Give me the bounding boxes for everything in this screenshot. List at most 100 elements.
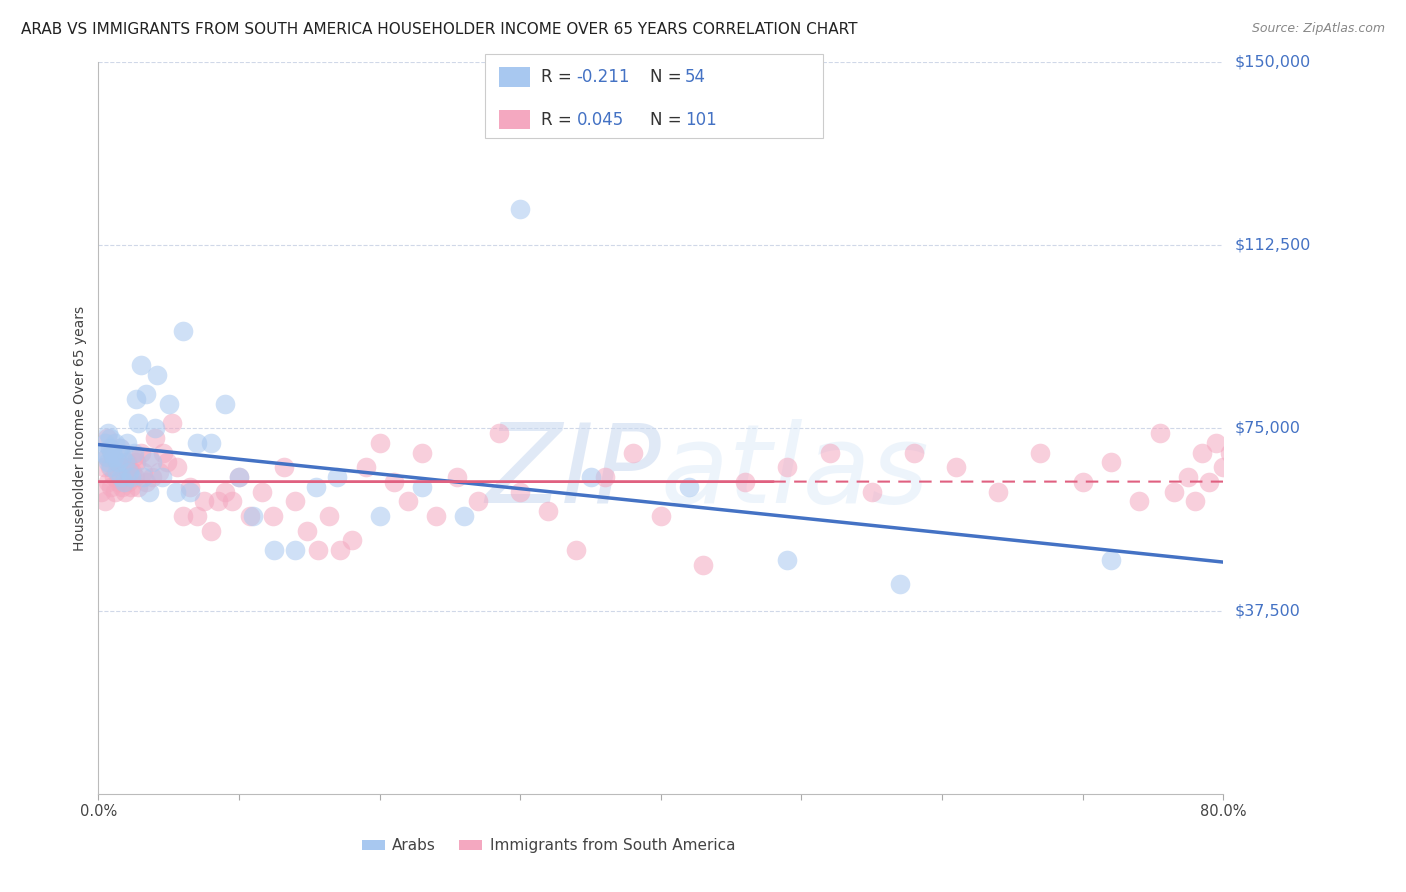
Point [263,543,285,558]
Point [103,470,125,484]
Point [318,508,340,523]
Point [329,543,352,558]
Point [326,470,349,484]
Point [945,460,967,475]
Point [214,484,236,499]
Point [114,484,136,499]
Point [1071,475,1094,489]
Point [425,508,447,523]
Point [97,455,120,469]
Point [382,475,405,489]
Point [96,450,118,465]
Point [1099,455,1122,469]
Point [214,397,236,411]
Point [94,494,117,508]
Point [987,484,1010,499]
Legend: Arabs, Immigrants from South America: Arabs, Immigrants from South America [356,832,741,859]
Point [250,484,273,499]
Point [104,435,127,450]
Point [98,441,121,455]
Point [127,480,149,494]
Point [156,455,179,469]
Point [1219,445,1241,459]
Point [650,508,672,523]
Point [368,435,391,450]
Point [179,480,201,494]
Point [112,475,135,489]
Point [110,470,132,484]
Point [129,358,152,372]
Point [146,368,169,382]
Point [132,465,155,479]
Point [200,524,222,538]
Point [193,494,215,508]
Point [105,465,128,479]
Point [1191,445,1213,459]
Point [94,435,117,450]
Point [340,533,363,548]
Point [228,470,250,484]
Text: R =: R = [541,111,578,128]
Point [1275,508,1298,523]
Point [734,475,756,489]
Y-axis label: Householder Income Over 65 years: Householder Income Over 65 years [73,306,87,550]
Point [396,494,419,508]
Point [117,475,139,489]
Point [107,455,129,469]
Point [818,445,841,459]
Point [179,484,201,499]
Point [138,450,160,465]
Point [107,475,129,489]
Point [467,494,489,508]
Point [108,441,131,455]
Text: 0.045: 0.045 [576,111,624,128]
Point [150,470,173,484]
Text: Source: ZipAtlas.com: Source: ZipAtlas.com [1251,22,1385,36]
Point [903,445,925,459]
Text: N =: N = [650,69,686,87]
Point [1212,460,1234,475]
Text: $150,000: $150,000 [1234,55,1310,70]
Point [98,460,121,475]
Point [96,450,118,465]
Point [172,508,194,523]
Point [1240,484,1263,499]
Point [141,470,163,484]
Point [273,460,295,475]
Point [148,465,170,479]
Point [124,470,146,484]
Point [118,460,141,475]
Point [138,484,160,499]
Point [100,460,122,475]
Point [1205,435,1227,450]
Point [1226,475,1249,489]
Point [98,441,121,455]
Point [1163,484,1185,499]
Text: $112,500: $112,500 [1234,238,1310,252]
Point [108,441,131,455]
Point [307,543,329,558]
Point [186,508,208,523]
Point [305,480,328,494]
Point [488,425,510,440]
Point [141,455,163,469]
Point [565,543,588,558]
Point [122,445,145,459]
Point [125,392,148,406]
Point [368,508,391,523]
Point [1128,494,1150,508]
Point [411,480,433,494]
Point [97,425,120,440]
Text: 54: 54 [685,69,706,87]
Point [200,435,222,450]
Point [228,470,250,484]
Point [115,455,138,469]
Point [93,460,115,475]
Point [90,484,112,499]
Point [121,465,143,479]
Text: 101: 101 [685,111,717,128]
Point [284,494,307,508]
Point [125,455,148,469]
Text: ZIP: ZIP [485,418,661,525]
Point [239,508,262,523]
